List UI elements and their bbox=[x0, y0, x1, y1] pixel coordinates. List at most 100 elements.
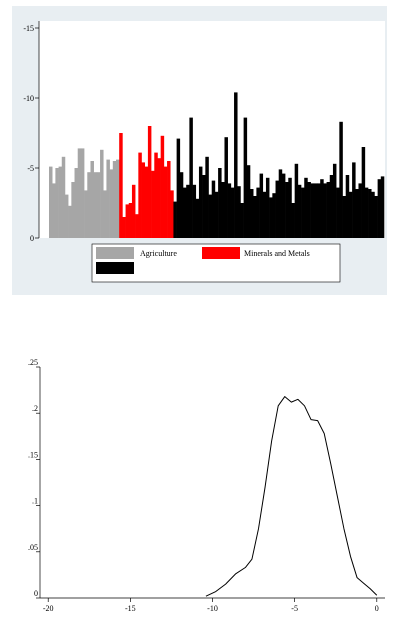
density-y-tick-label: .2 bbox=[32, 404, 38, 413]
bar bbox=[103, 190, 107, 238]
bar bbox=[310, 183, 315, 238]
bar bbox=[131, 184, 136, 238]
density-chart-panel: 0 .05 .1 .15 .2 .25 -20 -15 -10 -5 0 bbox=[12, 355, 387, 623]
bar bbox=[163, 166, 168, 238]
bar bbox=[288, 177, 292, 238]
bar-chart-panel: 0 -5 -10 -15 Agriculture Minerals and Metal… bbox=[12, 6, 387, 295]
bar-y-tick-label: -10 bbox=[23, 94, 34, 103]
bar bbox=[294, 163, 299, 238]
bar bbox=[368, 189, 372, 238]
bar bbox=[195, 198, 200, 238]
bar bbox=[339, 121, 343, 238]
density-y-tick-label: .05 bbox=[28, 543, 38, 552]
bar bbox=[189, 117, 193, 238]
legend-swatch-agriculture bbox=[96, 247, 134, 259]
bar bbox=[71, 182, 75, 238]
bar bbox=[348, 191, 353, 238]
bar bbox=[301, 187, 305, 238]
bar bbox=[237, 186, 241, 238]
bar bbox=[96, 172, 101, 238]
bar bbox=[61, 156, 66, 238]
bar bbox=[240, 203, 244, 238]
bar bbox=[119, 133, 123, 238]
bar bbox=[358, 183, 362, 238]
density-axes: 0 .05 .1 .15 .2 .25 -20 -15 -10 -5 0 bbox=[28, 358, 385, 613]
bar bbox=[147, 126, 152, 238]
legend-swatch-minerals bbox=[202, 247, 240, 259]
bar bbox=[112, 161, 117, 238]
bar bbox=[211, 180, 216, 238]
bar bbox=[326, 182, 331, 238]
bar bbox=[304, 177, 308, 238]
bar-marks bbox=[49, 92, 385, 239]
bar bbox=[90, 161, 94, 238]
bar bbox=[106, 159, 110, 238]
bar bbox=[208, 194, 213, 238]
bar bbox=[125, 204, 130, 238]
density-y-tick-label: .15 bbox=[28, 450, 38, 459]
bar bbox=[371, 191, 375, 238]
bar bbox=[278, 169, 283, 238]
bar bbox=[262, 191, 267, 238]
bar bbox=[167, 161, 171, 238]
bar bbox=[352, 162, 356, 238]
bar bbox=[116, 159, 120, 238]
bar bbox=[227, 183, 232, 238]
bar bbox=[380, 176, 385, 238]
bar bbox=[323, 183, 327, 238]
density-x-tick-label: 0 bbox=[375, 604, 379, 613]
bar bbox=[202, 175, 206, 238]
bar bbox=[151, 170, 155, 238]
bar bbox=[122, 217, 126, 238]
density-x-tick-label: -10 bbox=[207, 604, 218, 613]
bar bbox=[109, 169, 114, 238]
bar bbox=[313, 183, 318, 238]
bar bbox=[49, 166, 53, 238]
bar bbox=[179, 172, 184, 238]
bar bbox=[259, 173, 264, 238]
bar bbox=[93, 172, 98, 238]
bar bbox=[291, 203, 295, 238]
legend-label-agriculture: Agriculture bbox=[140, 249, 177, 258]
bar bbox=[87, 172, 91, 238]
bar bbox=[170, 190, 174, 238]
bar bbox=[192, 184, 197, 238]
bar bbox=[345, 175, 350, 238]
density-marks bbox=[205, 396, 378, 597]
bar bbox=[154, 152, 158, 238]
bar bbox=[307, 182, 311, 238]
bar bbox=[100, 149, 104, 238]
bar bbox=[329, 175, 334, 238]
bar bbox=[320, 179, 324, 238]
bar bbox=[141, 162, 146, 238]
bar bbox=[332, 163, 337, 238]
bar bbox=[74, 168, 79, 238]
bar bbox=[157, 158, 161, 238]
bar bbox=[128, 203, 133, 238]
bar-y-tick-label: 0 bbox=[30, 234, 34, 243]
bar bbox=[243, 117, 248, 238]
density-y-tick-label: .25 bbox=[28, 358, 38, 367]
bar bbox=[160, 135, 165, 238]
bar bbox=[246, 165, 251, 238]
bar bbox=[173, 201, 177, 238]
bar bbox=[224, 137, 228, 238]
bar bbox=[77, 148, 82, 238]
bar bbox=[80, 148, 85, 238]
density-x-tick-label: -15 bbox=[125, 604, 136, 613]
bar bbox=[256, 187, 260, 238]
bar bbox=[135, 214, 139, 238]
bar bbox=[186, 184, 190, 238]
bar bbox=[234, 92, 238, 239]
bar bbox=[58, 166, 63, 238]
legend-swatch-third bbox=[96, 262, 134, 274]
bar bbox=[84, 190, 88, 238]
bar bbox=[285, 182, 289, 238]
bar bbox=[176, 138, 181, 238]
bar bbox=[272, 193, 276, 238]
bar bbox=[183, 187, 187, 238]
bar bbox=[275, 180, 280, 238]
bar bbox=[253, 196, 257, 238]
bar-y-tick-label: -5 bbox=[27, 164, 34, 173]
density-y-tick-label: 0 bbox=[34, 589, 38, 598]
